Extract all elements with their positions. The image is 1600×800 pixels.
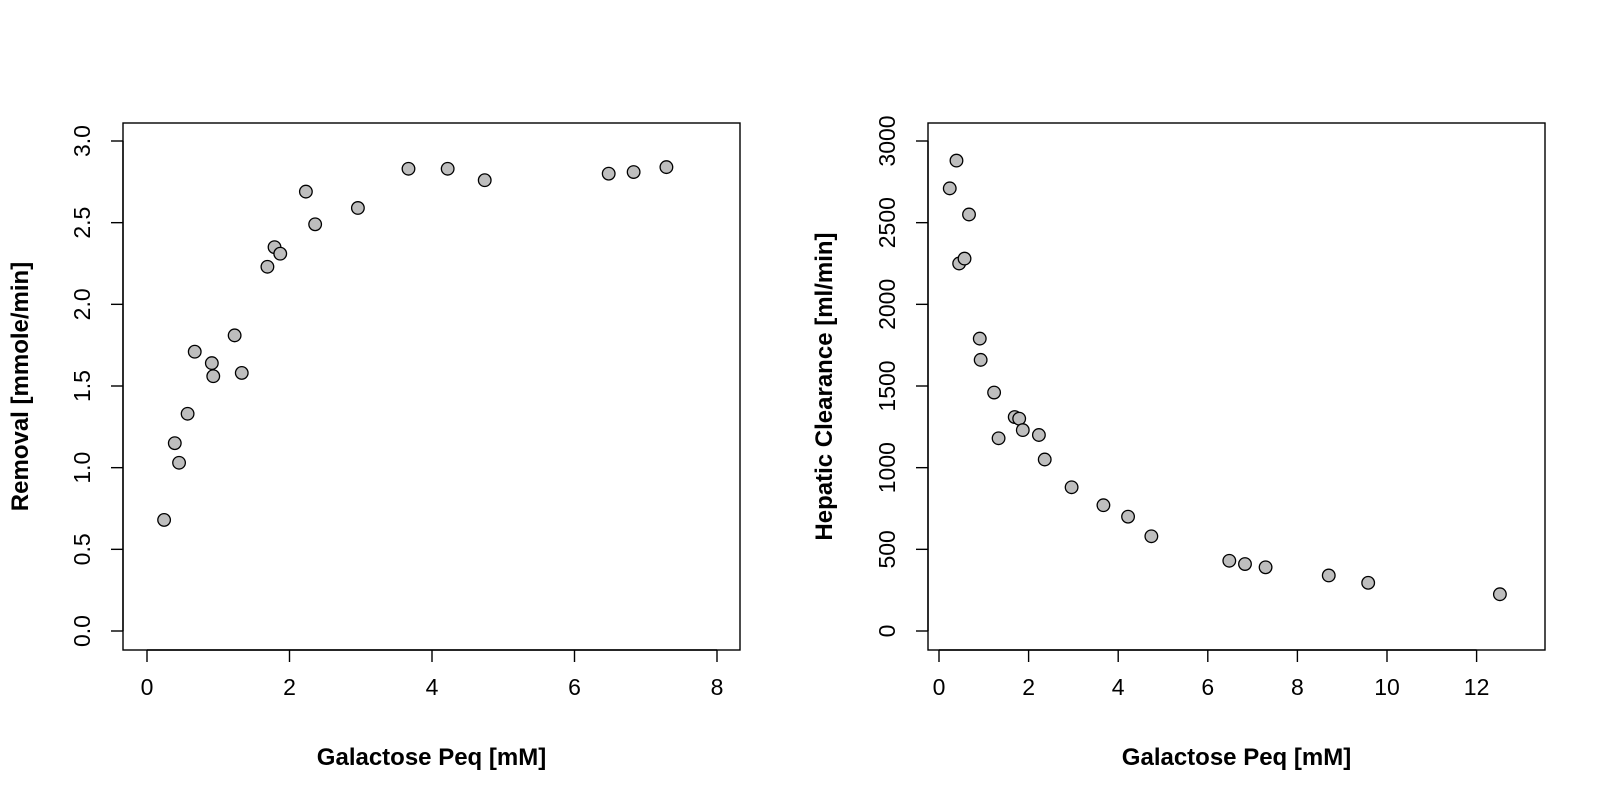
x-tick-label: 10 [1374, 674, 1400, 700]
y-tick-label: 1.5 [69, 370, 95, 402]
clearance-chart: 0 2 4 6 8 10 12 0 500 1000 1500 2000 2500 3000 Galacto… [811, 115, 1546, 771]
x-tick-label: 12 [1464, 674, 1490, 700]
x-tick-label: 2 [1022, 674, 1035, 700]
y-tick-label: 2000 [874, 279, 900, 330]
data-point [1012, 411, 1027, 426]
data-point [659, 160, 674, 175]
data-point [308, 217, 323, 232]
data-point [350, 201, 365, 215]
y-tick-label: 2.5 [69, 207, 95, 239]
data-point [260, 259, 275, 274]
data-point [234, 365, 249, 380]
data-point [204, 356, 219, 371]
data-point [987, 385, 1002, 400]
y-tick-label: 0.0 [69, 615, 95, 647]
data-point [1222, 553, 1237, 568]
y-tick-label: 0.5 [69, 533, 95, 565]
data-point [157, 512, 172, 527]
data-point [1121, 509, 1136, 524]
data-point [957, 251, 972, 266]
data-point [962, 207, 976, 222]
removal-chart: 0 2 4 6 8 0.0 0.5 1.0 1.5 2.0 2.5 3.0 Galactose Peq … [7, 122, 741, 771]
data-point [626, 165, 641, 179]
x-tick-label: 8 [1291, 674, 1304, 700]
y-tick-label: 3.0 [69, 125, 95, 157]
data-point [991, 431, 1006, 446]
y-tick-label: 1000 [874, 442, 900, 493]
y-tick-label: 2500 [874, 197, 900, 248]
data-point [942, 181, 957, 196]
data-point [949, 153, 964, 168]
data-point [172, 455, 187, 470]
x-tick-label: 2 [283, 674, 296, 700]
y-tick-label: 1.0 [69, 452, 95, 484]
x-axis-label: Galactose Peq [mM] [317, 744, 546, 771]
x-tick-label: 6 [568, 674, 581, 700]
x-tick-label: 6 [1201, 674, 1214, 700]
data-point [601, 166, 616, 181]
data-point [206, 369, 221, 384]
data-point [1096, 498, 1111, 513]
data-point [973, 352, 988, 367]
data-point [1064, 480, 1079, 495]
y-axis-label: Hepatic Clearance [ml/min] [811, 232, 838, 540]
y-tick-label: 3000 [874, 115, 900, 166]
y-tick-label: 2.0 [69, 288, 95, 320]
data-point [180, 406, 195, 421]
x-axis-label: Galactose Peq [mM] [1122, 744, 1351, 771]
x-tick-label: 4 [1112, 674, 1125, 700]
plot-frame [927, 122, 1546, 651]
data-point [1258, 560, 1273, 575]
data-point [1361, 575, 1376, 590]
data-point [972, 331, 987, 346]
y-axis-label: Removal [mmole/min] [7, 262, 34, 511]
data-point [1031, 428, 1046, 442]
data-point [477, 173, 492, 188]
x-tick-label: 0 [141, 674, 154, 700]
y-tick-label: 1500 [874, 360, 900, 411]
x-tick-label: 4 [426, 674, 439, 700]
data-point [1492, 587, 1507, 602]
x-tick-label: 0 [933, 674, 946, 700]
data-point [1321, 568, 1336, 583]
data-point [1037, 452, 1052, 467]
data-point [440, 161, 455, 176]
x-tick-label: 8 [711, 674, 724, 700]
data-point [167, 436, 182, 451]
data-point [273, 246, 288, 261]
data-point [1238, 557, 1252, 571]
data-point [298, 184, 313, 199]
data-point [227, 328, 242, 343]
data-point [1015, 423, 1030, 438]
data-point [187, 344, 202, 359]
data-point [1144, 529, 1159, 544]
y-tick-label: 0 [874, 625, 900, 638]
data-point [401, 161, 416, 176]
y-tick-label: 500 [874, 530, 900, 568]
plot-frame [122, 122, 741, 651]
